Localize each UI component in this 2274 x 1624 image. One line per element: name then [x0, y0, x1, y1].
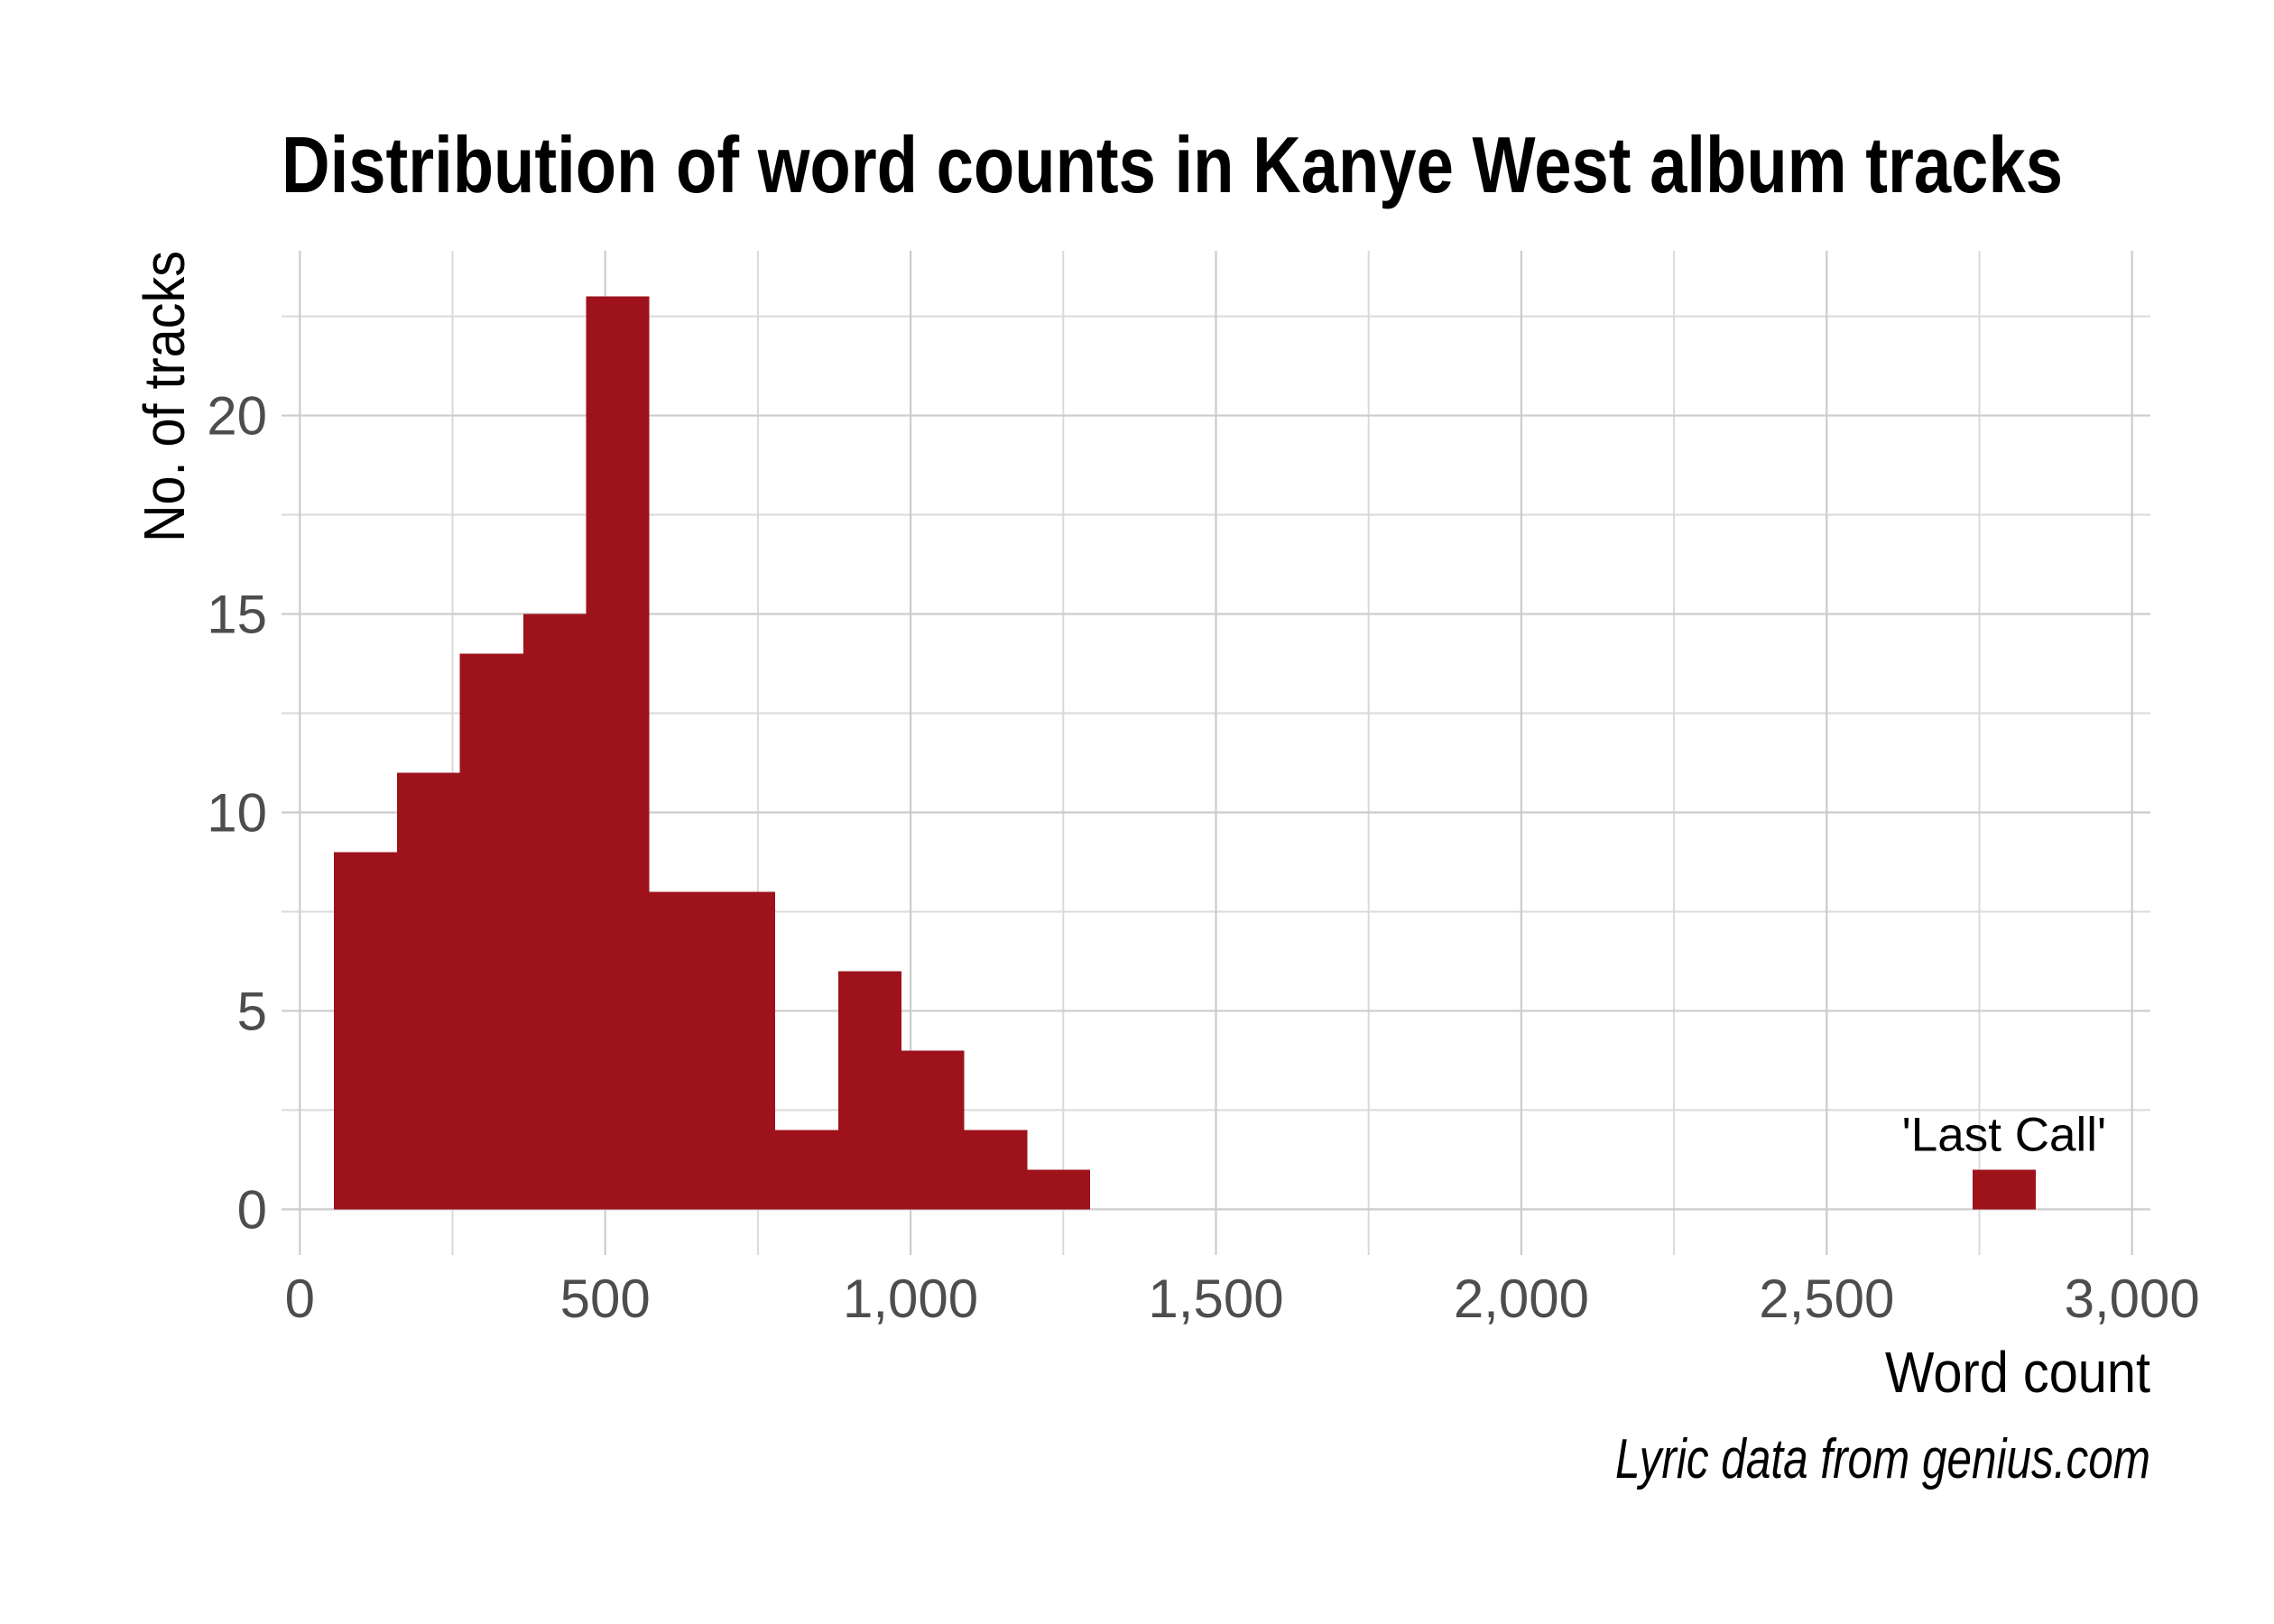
x-tick-label: 3,000: [2065, 1269, 2200, 1329]
histogram-bar: [396, 772, 460, 1210]
histogram-bar: [523, 614, 587, 1210]
y-axis-tick-labels: 0 5 10 15 20: [207, 386, 267, 1241]
y-tick-label: 20: [207, 386, 267, 447]
chart-caption: Lyric data from genius.com: [1615, 1428, 2150, 1490]
y-tick-label: 5: [237, 981, 267, 1041]
x-tick-label: 2,500: [1759, 1269, 1894, 1329]
bar-annotations: 'Last Call': [1902, 1108, 2106, 1161]
histogram-bar: [1973, 1169, 2036, 1210]
histogram-bars: [334, 296, 2036, 1210]
y-tick-label: 10: [207, 782, 267, 843]
y-tick-label: 15: [207, 585, 267, 645]
x-tick-label: 2,000: [1454, 1269, 1589, 1329]
histogram-bar: [334, 852, 397, 1210]
histogram-bar: [964, 1130, 1028, 1210]
x-tick-label: 1,500: [1148, 1269, 1283, 1329]
histogram-bar: [774, 1130, 839, 1210]
x-tick-label: 500: [560, 1269, 651, 1329]
x-axis-title: Word count: [1885, 1340, 2150, 1405]
bar-annotation-label: 'Last Call': [1902, 1108, 2106, 1161]
x-axis-tick-labels: 0 500 1,000 1,500 2,000 2,500 3,000: [285, 1269, 2200, 1329]
x-tick-label: 1,000: [843, 1269, 978, 1329]
histogram-bar: [712, 891, 775, 1210]
chart-title: Distribution of word counts in Kanye Wes…: [282, 120, 2063, 209]
y-axis-title: No. of tracks: [132, 251, 197, 542]
histogram-bar: [901, 1050, 965, 1210]
histogram-bar: [838, 971, 901, 1210]
histogram-bar: [459, 653, 524, 1210]
histogram-bar: [1027, 1169, 1091, 1210]
x-tick-label: 0: [285, 1269, 315, 1329]
y-tick-label: 0: [237, 1179, 267, 1240]
histogram-bar: [649, 891, 713, 1210]
histogram-bar: [586, 296, 650, 1210]
